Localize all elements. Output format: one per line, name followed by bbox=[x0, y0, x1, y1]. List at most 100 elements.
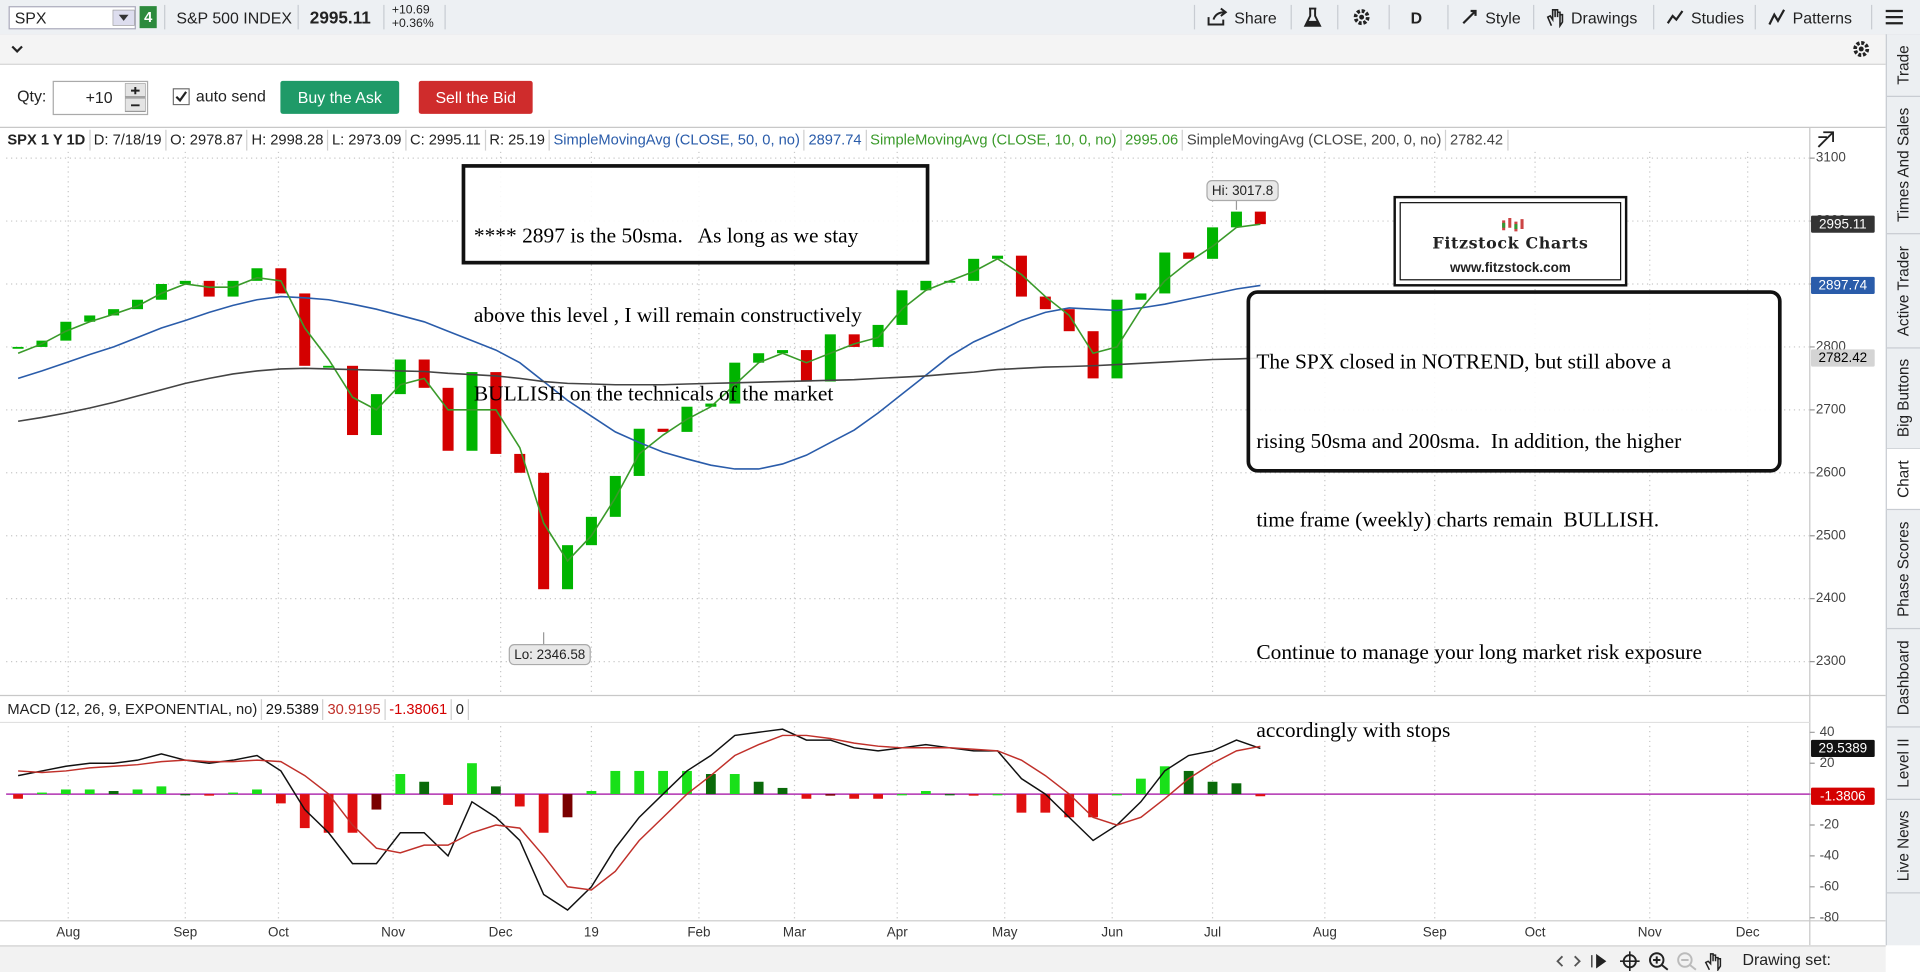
annotation-box bbox=[508, 644, 591, 666]
separator bbox=[1871, 4, 1873, 30]
x-tick-label: Jul bbox=[1204, 925, 1221, 940]
histogram-bar bbox=[562, 794, 573, 818]
qty-input[interactable]: +10 bbox=[52, 80, 149, 116]
header-item: SPX 1 Y 1D bbox=[4, 129, 91, 151]
separator bbox=[1337, 4, 1339, 30]
axis-icon bbox=[1817, 131, 1834, 148]
style-button[interactable]: Style bbox=[1460, 0, 1521, 34]
x-tick-label: Oct bbox=[268, 925, 289, 940]
histogram-bar bbox=[323, 794, 334, 833]
chart-options-row bbox=[0, 34, 1886, 65]
study-value: 0 bbox=[452, 699, 469, 721]
x-tick-label: Mar bbox=[783, 925, 807, 940]
histogram-bar bbox=[801, 794, 812, 799]
drawing-set[interactable]: Drawing set: Default bbox=[1742, 950, 1831, 972]
histogram-bar bbox=[777, 787, 788, 795]
separator bbox=[1193, 4, 1196, 30]
candle bbox=[585, 516, 597, 546]
annotation-label: Hi: 3017.8 bbox=[1212, 183, 1273, 198]
annotation-label: Lo: 2346.58 bbox=[514, 647, 585, 662]
studies-icon bbox=[1666, 10, 1684, 24]
study-name: SimpleMovingAvg (CLOSE, 200, 0, no) bbox=[1183, 129, 1447, 151]
separator bbox=[444, 4, 446, 30]
sidebar-tab[interactable]: Times And Sales bbox=[1886, 96, 1920, 235]
candle bbox=[442, 387, 454, 451]
candle bbox=[1039, 296, 1051, 310]
candle bbox=[872, 324, 884, 347]
separator bbox=[1754, 4, 1756, 30]
gear-icon bbox=[1353, 9, 1370, 26]
histogram-bar bbox=[1040, 794, 1051, 813]
y-tick-label: -80 bbox=[1820, 909, 1839, 924]
candle bbox=[1254, 211, 1266, 225]
flask-button[interactable] bbox=[1303, 0, 1323, 34]
button-label: Style bbox=[1485, 7, 1521, 27]
x-tick-label: Apr bbox=[887, 925, 908, 940]
x-tick-label: Aug bbox=[56, 925, 80, 940]
y-tick-label: 20 bbox=[1820, 755, 1835, 770]
candle bbox=[944, 280, 956, 283]
x-tick-label: Aug bbox=[1313, 925, 1337, 940]
sidebar-tab[interactable]: Live News bbox=[1886, 799, 1920, 894]
candle bbox=[1135, 293, 1147, 300]
histogram-bar bbox=[1088, 794, 1099, 818]
histogram-bar bbox=[275, 794, 286, 804]
histogram-bar bbox=[371, 794, 382, 810]
sidebar-tab[interactable]: Phase Scores bbox=[1886, 510, 1920, 629]
sidebar-tab[interactable]: Level II bbox=[1886, 726, 1920, 800]
sidebar-tab[interactable]: Active Trader bbox=[1886, 234, 1920, 348]
status-bar: Drawing set: Default bbox=[0, 945, 1886, 972]
sidebar-tab[interactable]: Dashboard bbox=[1886, 628, 1920, 727]
settings-button[interactable] bbox=[1351, 0, 1373, 34]
logo-icon bbox=[1502, 217, 1524, 232]
net-change: +10.69 bbox=[391, 3, 430, 18]
x-tick-label: Nov bbox=[1638, 925, 1662, 940]
y-tick-label: 40 bbox=[1820, 724, 1835, 739]
separator bbox=[383, 4, 385, 30]
menu-icon[interactable] bbox=[1883, 9, 1905, 26]
candle bbox=[132, 299, 144, 310]
note-line: Continue to manage your long market risk… bbox=[1256, 638, 1703, 664]
x-tick-label: Sep bbox=[173, 925, 197, 940]
x-tick-label: May bbox=[992, 925, 1018, 940]
collapse-icon[interactable] bbox=[10, 43, 25, 55]
sidebar-tab[interactable]: Chart bbox=[1886, 449, 1920, 511]
patterns-button[interactable]: Patterns bbox=[1767, 0, 1852, 34]
candle bbox=[848, 334, 860, 347]
note-line: **** 2897 is the 50sma. As long as we st… bbox=[473, 222, 859, 248]
timeframe-button[interactable]: D bbox=[1410, 7, 1423, 27]
candle bbox=[1015, 255, 1027, 297]
separator bbox=[297, 4, 299, 30]
gear-icon[interactable] bbox=[1850, 38, 1872, 60]
link-badge[interactable]: 4 bbox=[139, 6, 157, 29]
sidebar-tab[interactable]: Big Buttons bbox=[1886, 347, 1920, 450]
studies-button[interactable]: Studies bbox=[1665, 0, 1744, 34]
note-line: BULLISH on the technicals of the market bbox=[473, 380, 834, 406]
study-value: -1.38061 bbox=[386, 699, 453, 721]
auto-send-checkbox[interactable] bbox=[172, 88, 190, 106]
candle bbox=[753, 353, 765, 363]
sidebar-tab[interactable]: Trade bbox=[1886, 34, 1920, 97]
note-line: time frame (weekly) charts remain BULLIS… bbox=[1256, 506, 1660, 532]
histogram-bar bbox=[1016, 794, 1027, 813]
histogram-bar bbox=[610, 770, 621, 795]
chart-controls[interactable] bbox=[1553, 950, 1731, 972]
histogram-bar bbox=[634, 770, 645, 795]
button-label: Share bbox=[1234, 7, 1277, 27]
candle bbox=[562, 545, 574, 590]
histogram-bar bbox=[60, 789, 71, 795]
symbol-box[interactable]: SPX bbox=[8, 6, 136, 30]
annotation-note: **** 2897 is the 50sma. As long as we st… bbox=[461, 164, 930, 405]
price-tag-label: 2995.11 bbox=[1819, 216, 1867, 231]
drawings-button[interactable]: Drawings bbox=[1545, 0, 1637, 34]
buy-button[interactable]: Buy the Ask bbox=[280, 80, 400, 114]
share-button[interactable]: Share bbox=[1206, 0, 1277, 34]
price-tag bbox=[1811, 739, 1875, 758]
sell-button[interactable]: Sell the Bid bbox=[418, 80, 533, 114]
y-tick-label: 2300 bbox=[1816, 653, 1846, 668]
qty-spinner[interactable] bbox=[124, 83, 146, 113]
price-tag bbox=[1811, 787, 1875, 805]
candle bbox=[84, 315, 96, 322]
header-item: C: 2995.11 bbox=[406, 129, 486, 151]
histogram-bar bbox=[156, 786, 167, 795]
